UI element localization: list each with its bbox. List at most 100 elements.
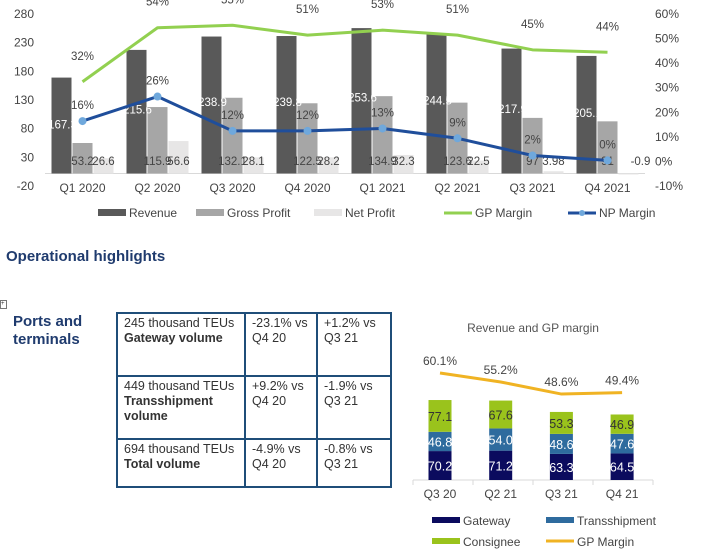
yoy: -4.9% vs Q4 20: [244, 438, 318, 488]
gp-margin-label: 49.4%: [605, 374, 639, 388]
bar-label: 46.8: [428, 435, 452, 449]
legend-label: Transshipment: [577, 514, 657, 528]
gp-margin-label: 44%: [596, 21, 619, 33]
value: 245 thousand TEUs: [124, 316, 235, 330]
bar-label: 63.3: [549, 461, 573, 475]
legend-swatch: [432, 538, 460, 544]
np-margin-label: 13%: [371, 107, 394, 119]
bar-revenue: [426, 33, 447, 174]
x-tick: Q3 20: [424, 487, 457, 501]
line-gp-margin: [81, 23, 608, 83]
legend-swatch: [432, 517, 460, 523]
bar-gross-profit: [522, 117, 543, 174]
bar-gross-profit: [372, 96, 393, 174]
np-margin-label: 16%: [71, 100, 94, 112]
bar-revenue: [276, 36, 297, 174]
gp-margin-label: 54%: [146, 0, 169, 9]
y-left-tick: 180: [14, 64, 34, 78]
y-right-tick: 50%: [655, 32, 679, 46]
bar-revenue: [501, 48, 522, 174]
gross-profit-label: 132.1: [218, 156, 247, 168]
np-margin-point: [228, 126, 237, 135]
bar-transshipment: [610, 433, 634, 454]
gp-margin-label: 45%: [521, 19, 544, 31]
revenue-label: 205.1: [573, 108, 602, 120]
x-tick: Q4 2021: [584, 181, 630, 195]
bar-label: 54.0: [489, 434, 513, 448]
bar-revenue: [201, 36, 222, 174]
y-right-tick: 40%: [655, 56, 679, 70]
legend-label: NP Margin: [599, 206, 655, 220]
section-subtitle: Ports and terminals: [13, 313, 83, 348]
x-tick: Q3 2020: [209, 181, 255, 195]
bar-gross-profit: [147, 107, 168, 174]
y-right-tick: 10%: [655, 130, 679, 144]
x-tick: Q3 21: [545, 487, 578, 501]
x-tick: Q2 2021: [434, 181, 480, 195]
legend-label: Gateway: [463, 514, 510, 528]
y-left-tick: 280: [14, 7, 34, 21]
bar-label: 77.1: [428, 410, 452, 424]
net-profit-label: 26.6: [92, 156, 114, 168]
x-tick: Q3 2021: [509, 181, 555, 195]
bar-gateway: [489, 450, 513, 480]
net-profit-label: 28.1: [242, 156, 264, 168]
net-profit-label: 56.6: [167, 156, 189, 168]
np-margin-point: [153, 92, 162, 101]
legend-label: Gross Profit: [227, 206, 291, 220]
bar-label: 47.6: [610, 438, 634, 452]
bar-label: 64.5: [610, 461, 634, 475]
np-margin-point: [603, 156, 612, 165]
section-title: Operational highlights: [6, 248, 166, 265]
bar-net-profit: [318, 157, 339, 174]
x-tick: Q4 2020: [284, 181, 330, 195]
bar-gross-profit: [222, 97, 243, 174]
y-right-tick: 20%: [655, 105, 679, 119]
bar-consignee: [489, 400, 513, 429]
table-row: 449 thousand TEUs Transshipment volume +9.…: [116, 375, 392, 440]
bar-revenue: [351, 28, 372, 174]
y-left-tick: -20: [17, 179, 35, 193]
bar-gateway: [610, 453, 634, 480]
bar-transshipment: [428, 431, 452, 452]
bar-consignee: [428, 400, 452, 432]
np-margin-label: 12%: [221, 110, 244, 122]
legend-swatch: [314, 209, 342, 216]
np-margin-label: 2%: [524, 134, 541, 146]
gross-profit-label: 53.2: [71, 156, 93, 168]
bar-net-profit: [168, 141, 189, 174]
y-right-tick: 60%: [655, 7, 679, 21]
qoq: -0.8% vs Q3 21: [316, 438, 392, 488]
y-left-tick: 130: [14, 93, 34, 107]
legend-label: GP Margin: [577, 535, 634, 549]
revenue-label: 167.3: [48, 120, 77, 132]
gp-margin-label: 51%: [446, 4, 469, 16]
gross-profit-label: 123.6: [443, 156, 472, 168]
net-profit-label: -0.9: [631, 156, 651, 168]
y-left-tick: 30: [21, 150, 35, 164]
gross-profit-label: 122.5: [293, 156, 322, 168]
revenue-label: 244.5: [423, 95, 452, 107]
gross-profit-label: 134.9: [368, 156, 397, 168]
net-profit-label: 32.3: [392, 156, 414, 168]
revenue-label: 253.6: [348, 93, 377, 105]
revenue-label: 238.9: [198, 97, 227, 109]
np-margin-label: 12%: [296, 110, 319, 122]
table-row: 694 thousand TEUs Total volume -4.9% vs Q4…: [116, 438, 392, 488]
line-gp-margin: [439, 371, 623, 396]
volume-table: 245 thousand TEUs Gateway volume -23.1% vs…: [116, 312, 392, 488]
bar-net-profit: [468, 160, 489, 174]
net-profit-label: 22.5: [467, 156, 489, 168]
legend-swatch: [546, 517, 574, 523]
bar-net-profit: [543, 171, 564, 174]
yoy: +9.2% vs Q4 20: [244, 375, 318, 440]
value: 449 thousand TEUs: [124, 379, 235, 393]
value: 694 thousand TEUs: [124, 442, 235, 456]
bar-transshipment: [489, 428, 513, 451]
gross-profit-label: 115.9: [144, 156, 172, 168]
gp-margin-label: 32%: [71, 51, 94, 63]
bar-label: 71.2: [489, 459, 513, 473]
bar-gross-profit: [72, 143, 93, 174]
y-left-tick: 80: [21, 122, 35, 136]
